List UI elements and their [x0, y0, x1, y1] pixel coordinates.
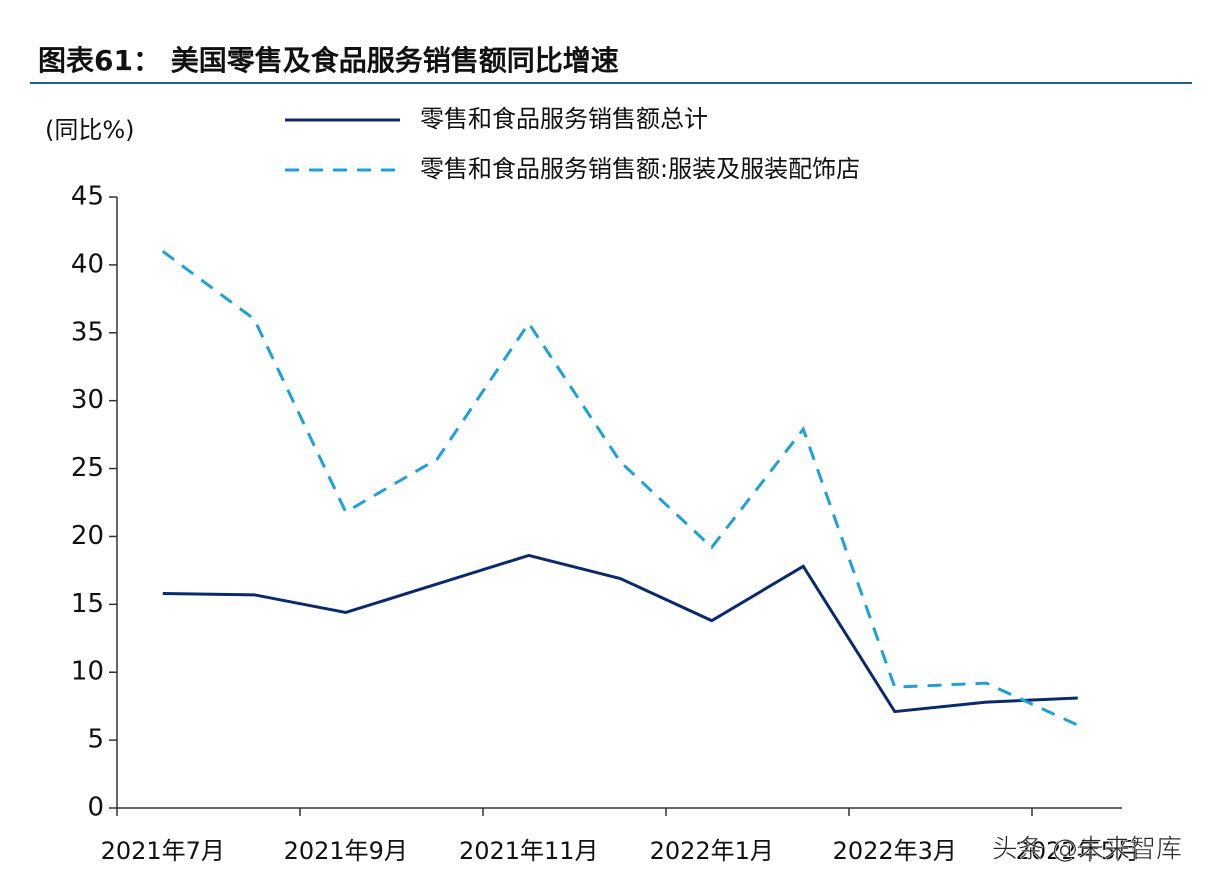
y-tick-label: 10 — [71, 657, 104, 687]
x-tick-label: 2022年5月 — [1016, 837, 1140, 865]
series-line — [162, 553, 1078, 714]
y-tick-label: 15 — [71, 589, 104, 619]
x-tick-label: 2021年9月 — [284, 837, 408, 865]
y-axis-label: (同比%) — [45, 116, 135, 144]
y-tick-label: 0 — [87, 793, 104, 823]
watermark: 头条 @未来智库 — [992, 835, 1182, 865]
x-tick-label: 2021年11月 — [459, 837, 599, 865]
y-tick-label: 30 — [71, 385, 104, 415]
series-line — [161, 250, 1079, 727]
y-tick-label: 5 — [87, 725, 104, 755]
y-tick-label: 20 — [71, 521, 104, 551]
x-tick-label: 2021年7月 — [101, 837, 225, 865]
chart-title: 图表61： 美国零售及食品服务销售额同比增速 — [38, 44, 619, 77]
y-tick-label: 35 — [71, 317, 104, 347]
x-tick-label: 2022年3月 — [833, 837, 957, 865]
legend-label: 零售和食品服务销售额总计 — [420, 105, 708, 133]
x-tick-label: 2022年1月 — [650, 837, 774, 865]
y-tick-label: 25 — [71, 453, 104, 483]
y-tick-label: 40 — [71, 249, 104, 279]
y-tick-label: 45 — [71, 182, 104, 212]
legend-label: 零售和食品服务销售额:服装及服装配饰店 — [420, 155, 860, 183]
